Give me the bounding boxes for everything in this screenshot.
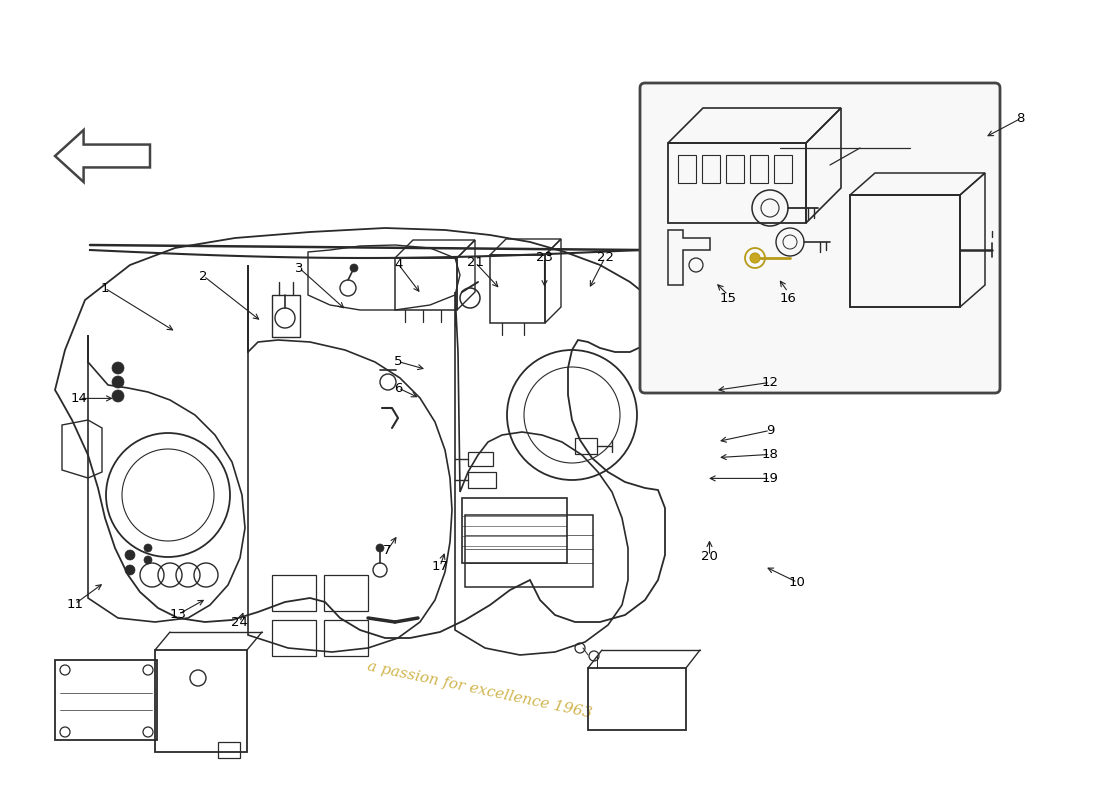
Circle shape xyxy=(350,264,358,272)
Circle shape xyxy=(112,390,124,402)
Circle shape xyxy=(112,376,124,388)
Circle shape xyxy=(112,362,124,374)
Circle shape xyxy=(125,565,135,575)
Text: 7: 7 xyxy=(383,544,392,557)
Text: 1: 1 xyxy=(100,282,109,294)
Bar xyxy=(218,742,240,758)
Bar xyxy=(272,620,316,656)
Text: 13: 13 xyxy=(169,608,187,621)
Bar xyxy=(468,452,493,466)
Text: 20: 20 xyxy=(701,550,718,562)
Text: 21: 21 xyxy=(466,256,484,269)
Text: 22: 22 xyxy=(596,251,614,264)
Text: 24: 24 xyxy=(231,616,249,629)
Bar xyxy=(155,650,248,752)
Text: 2: 2 xyxy=(199,270,208,282)
Circle shape xyxy=(376,544,384,552)
Circle shape xyxy=(144,544,152,552)
Bar xyxy=(490,255,544,323)
Text: 12: 12 xyxy=(761,376,779,389)
Text: 23: 23 xyxy=(536,251,553,264)
Text: 8: 8 xyxy=(1016,112,1025,125)
Bar xyxy=(465,515,593,587)
Bar xyxy=(324,620,369,656)
Bar xyxy=(774,155,792,183)
Text: 6: 6 xyxy=(394,382,403,394)
Bar xyxy=(272,575,316,611)
Text: 16: 16 xyxy=(780,291,796,305)
Bar xyxy=(395,258,456,310)
Text: 11: 11 xyxy=(66,598,84,610)
Bar xyxy=(750,155,768,183)
Text: 10: 10 xyxy=(789,576,806,589)
Bar xyxy=(55,660,157,740)
Bar xyxy=(575,438,597,454)
Text: 5: 5 xyxy=(394,355,403,368)
Text: a passion for excellence 1963: a passion for excellence 1963 xyxy=(366,659,594,721)
Bar xyxy=(726,155,744,183)
Circle shape xyxy=(144,556,152,564)
Bar xyxy=(468,472,496,488)
Text: 14: 14 xyxy=(70,392,88,405)
Text: 17: 17 xyxy=(431,560,449,573)
Bar xyxy=(678,155,696,183)
Bar xyxy=(668,143,806,223)
Text: 19: 19 xyxy=(761,472,779,485)
Text: 4: 4 xyxy=(394,258,403,270)
Bar xyxy=(324,575,369,611)
Text: 3: 3 xyxy=(295,262,304,274)
FancyBboxPatch shape xyxy=(640,83,1000,393)
Text: 18: 18 xyxy=(761,448,779,461)
Bar xyxy=(850,195,960,307)
Bar xyxy=(588,668,686,730)
Text: 9: 9 xyxy=(766,424,774,437)
Circle shape xyxy=(125,550,135,560)
Circle shape xyxy=(750,253,760,263)
Bar xyxy=(702,155,721,183)
Text: 15: 15 xyxy=(719,291,737,305)
Bar xyxy=(462,498,566,563)
Bar xyxy=(272,295,300,337)
